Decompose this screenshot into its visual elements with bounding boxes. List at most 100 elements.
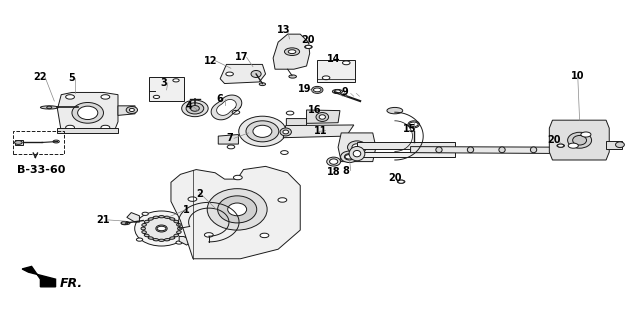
Ellipse shape bbox=[181, 100, 208, 117]
Polygon shape bbox=[15, 140, 23, 145]
Ellipse shape bbox=[259, 83, 265, 86]
Ellipse shape bbox=[178, 227, 182, 230]
Polygon shape bbox=[217, 100, 236, 116]
Ellipse shape bbox=[408, 121, 420, 128]
Text: 13: 13 bbox=[276, 25, 290, 35]
Polygon shape bbox=[283, 125, 354, 138]
Polygon shape bbox=[179, 236, 191, 245]
Circle shape bbox=[288, 50, 296, 53]
Polygon shape bbox=[273, 34, 310, 69]
Text: 22: 22 bbox=[33, 72, 47, 82]
Text: 9: 9 bbox=[341, 87, 348, 98]
Circle shape bbox=[286, 111, 294, 115]
Text: FR.: FR. bbox=[60, 277, 83, 290]
Polygon shape bbox=[22, 267, 56, 287]
Text: 16: 16 bbox=[308, 105, 322, 115]
Ellipse shape bbox=[289, 75, 296, 78]
Ellipse shape bbox=[164, 216, 170, 219]
Ellipse shape bbox=[398, 180, 405, 183]
Ellipse shape bbox=[142, 223, 147, 226]
Ellipse shape bbox=[148, 237, 154, 239]
Ellipse shape bbox=[143, 217, 179, 240]
Circle shape bbox=[284, 48, 300, 55]
Ellipse shape bbox=[186, 103, 204, 114]
Ellipse shape bbox=[283, 130, 289, 134]
Polygon shape bbox=[220, 64, 265, 84]
Ellipse shape bbox=[352, 144, 362, 151]
Ellipse shape bbox=[327, 157, 341, 166]
Ellipse shape bbox=[72, 102, 104, 123]
Text: 1: 1 bbox=[183, 205, 190, 215]
Text: 20: 20 bbox=[388, 173, 401, 183]
Circle shape bbox=[226, 72, 233, 76]
Text: 17: 17 bbox=[235, 52, 248, 62]
Circle shape bbox=[410, 122, 418, 126]
Ellipse shape bbox=[319, 115, 325, 119]
Ellipse shape bbox=[207, 189, 267, 230]
Ellipse shape bbox=[148, 218, 154, 220]
Circle shape bbox=[101, 125, 110, 130]
Polygon shape bbox=[218, 134, 238, 144]
Ellipse shape bbox=[159, 216, 164, 218]
Ellipse shape bbox=[169, 237, 175, 239]
Ellipse shape bbox=[616, 142, 624, 148]
Circle shape bbox=[334, 90, 341, 93]
Polygon shape bbox=[338, 133, 376, 162]
Circle shape bbox=[157, 226, 166, 231]
Circle shape bbox=[260, 233, 269, 238]
Ellipse shape bbox=[353, 150, 361, 157]
Circle shape bbox=[66, 95, 75, 99]
Text: 4: 4 bbox=[185, 101, 192, 111]
Text: 8: 8 bbox=[343, 165, 349, 175]
Ellipse shape bbox=[436, 147, 442, 153]
Ellipse shape bbox=[176, 231, 181, 234]
Ellipse shape bbox=[40, 106, 58, 109]
Ellipse shape bbox=[121, 221, 130, 225]
Text: 18: 18 bbox=[327, 167, 341, 177]
Ellipse shape bbox=[144, 234, 149, 237]
Text: 5: 5 bbox=[68, 73, 75, 83]
Ellipse shape bbox=[176, 223, 181, 226]
Ellipse shape bbox=[153, 239, 159, 241]
Circle shape bbox=[47, 106, 52, 109]
Circle shape bbox=[142, 212, 149, 215]
Ellipse shape bbox=[144, 220, 149, 223]
Ellipse shape bbox=[332, 89, 343, 93]
Circle shape bbox=[188, 197, 197, 201]
Text: 19: 19 bbox=[298, 84, 312, 94]
Ellipse shape bbox=[142, 231, 147, 234]
Circle shape bbox=[281, 151, 288, 155]
Text: 20: 20 bbox=[301, 35, 315, 45]
Polygon shape bbox=[118, 106, 135, 116]
Circle shape bbox=[121, 221, 128, 225]
Ellipse shape bbox=[78, 106, 98, 120]
Text: 12: 12 bbox=[204, 56, 217, 66]
Ellipse shape bbox=[130, 108, 135, 112]
Text: 21: 21 bbox=[97, 215, 110, 225]
Text: 2: 2 bbox=[196, 189, 203, 199]
Circle shape bbox=[233, 175, 242, 180]
Ellipse shape bbox=[387, 108, 403, 114]
Ellipse shape bbox=[126, 107, 138, 114]
Circle shape bbox=[322, 76, 330, 80]
Circle shape bbox=[343, 61, 350, 65]
Text: 15: 15 bbox=[403, 124, 416, 134]
Ellipse shape bbox=[341, 151, 358, 163]
Ellipse shape bbox=[467, 147, 473, 153]
Ellipse shape bbox=[53, 140, 59, 143]
Ellipse shape bbox=[499, 147, 505, 153]
Circle shape bbox=[173, 79, 179, 82]
Ellipse shape bbox=[190, 106, 199, 111]
Circle shape bbox=[557, 144, 564, 147]
Circle shape bbox=[66, 125, 75, 130]
Ellipse shape bbox=[253, 125, 272, 137]
Ellipse shape bbox=[141, 227, 145, 230]
Text: 3: 3 bbox=[160, 78, 167, 88]
Ellipse shape bbox=[305, 45, 312, 49]
Circle shape bbox=[227, 145, 234, 149]
Ellipse shape bbox=[568, 132, 592, 148]
Polygon shape bbox=[411, 147, 587, 154]
Ellipse shape bbox=[316, 113, 329, 122]
Ellipse shape bbox=[239, 116, 286, 147]
Ellipse shape bbox=[344, 154, 355, 160]
